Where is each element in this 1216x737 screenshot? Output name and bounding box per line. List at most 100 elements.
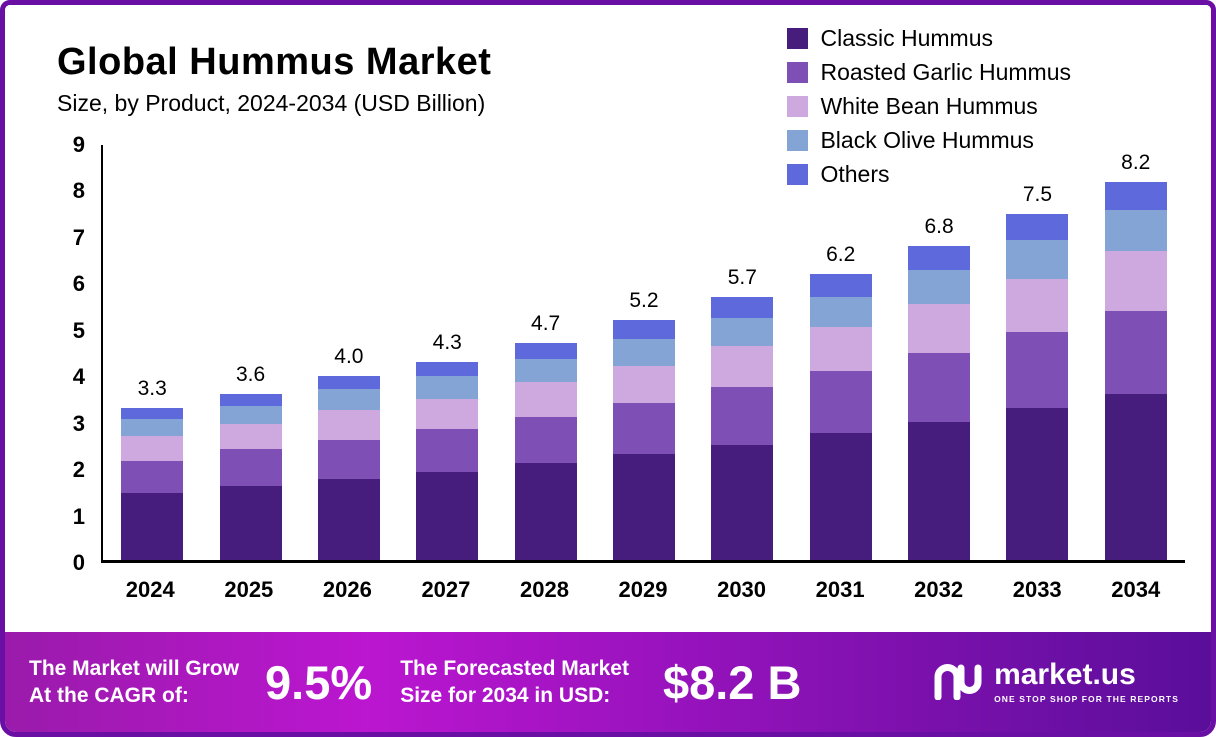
bar-segment bbox=[809, 370, 872, 434]
forecast-value: $8.2 B bbox=[662, 655, 802, 709]
forecast-label-line2: Size for 2034 in USD: bbox=[400, 684, 611, 707]
bar-column: 4.7 bbox=[496, 145, 594, 560]
x-tick-label: 2024 bbox=[125, 577, 175, 602]
bar-total-label: 4.7 bbox=[531, 312, 561, 336]
bar-segment bbox=[1104, 394, 1167, 560]
bar-total-label: 5.7 bbox=[727, 266, 757, 290]
bar-segment bbox=[1006, 214, 1069, 240]
bar-segment bbox=[219, 405, 282, 424]
bar-column: 7.5 bbox=[988, 145, 1086, 560]
legend-item: Roasted Garlic Hummus bbox=[787, 59, 1071, 86]
legend-item: Black Olive Hummus bbox=[787, 127, 1071, 154]
x-tick-label: 2034 bbox=[1111, 577, 1161, 602]
bar-total-label: 5.2 bbox=[629, 289, 659, 313]
legend: Classic Hummus Roasted Garlic Hummus White… bbox=[787, 25, 1071, 188]
bar-segment bbox=[219, 394, 282, 406]
bar-segment bbox=[612, 453, 675, 560]
bar-segment bbox=[416, 428, 479, 473]
stacked-bar bbox=[416, 361, 479, 560]
y-tick-label: 6 bbox=[72, 271, 85, 297]
bar-segment bbox=[809, 433, 872, 560]
cagr-value: 9.5% bbox=[265, 655, 373, 709]
bar-column: 5.7 bbox=[693, 145, 791, 560]
x-tick-label: 2033 bbox=[1012, 577, 1062, 602]
bar-segment bbox=[1104, 209, 1167, 252]
bar-segment bbox=[711, 444, 774, 560]
y-tick-label: 8 bbox=[72, 178, 85, 204]
bar-total-label: 7.5 bbox=[1022, 183, 1053, 207]
cagr-label-line2: At the CAGR of: bbox=[29, 684, 189, 707]
x-tick-label: 2025 bbox=[224, 577, 274, 602]
stacked-bar bbox=[612, 320, 675, 560]
x-tick-label: 2027 bbox=[421, 577, 471, 602]
bar-total-label: 4.3 bbox=[432, 330, 462, 354]
bar-segment bbox=[416, 375, 479, 399]
plot-wrap: 0 1 2 3 4 5 6 7 8 9 3.3 3.6 4.0 4.3 4.7 5.2 5.7 6.2 6.8 7.… bbox=[39, 132, 1185, 625]
bars-row: 3.3 3.6 4.0 4.3 4.7 5.2 5.7 6.2 6.8 7.5 8.2 bbox=[103, 145, 1185, 560]
x-axis-labels: 2024 2025 2026 2027 2028 2029 2030 2031 2032 2033… bbox=[101, 577, 1185, 603]
bar-segment bbox=[612, 403, 675, 454]
cagr-label: The Market will Grow At the CAGR of: bbox=[29, 655, 239, 710]
bar-segment bbox=[121, 493, 184, 560]
stacked-bar bbox=[121, 407, 184, 560]
footer-banner: The Market will Grow At the CAGR of: 9.5… bbox=[5, 632, 1211, 732]
bar-segment bbox=[1104, 251, 1167, 311]
bar-segment bbox=[317, 375, 380, 390]
bar-segment bbox=[317, 479, 380, 560]
bar-column: 8.2 bbox=[1087, 145, 1185, 560]
y-axis: 0 1 2 3 4 5 6 7 8 9 bbox=[39, 132, 95, 575]
bar-segment bbox=[317, 440, 380, 480]
bar-segment bbox=[809, 327, 872, 371]
bar-segment bbox=[219, 449, 282, 487]
x-tick-label: 2031 bbox=[815, 577, 865, 602]
bar-column: 4.0 bbox=[300, 145, 398, 560]
bar-segment bbox=[219, 486, 282, 560]
bar-segment bbox=[711, 387, 774, 445]
x-tick-label: 2029 bbox=[618, 577, 668, 602]
brand-name: market.us bbox=[994, 658, 1136, 691]
bar-total-label: 4.0 bbox=[334, 344, 364, 368]
stacked-bar bbox=[908, 246, 971, 560]
brand-tagline: ONE STOP SHOP FOR THE REPORTS bbox=[994, 694, 1179, 704]
bar-segment bbox=[514, 463, 577, 560]
bar-segment bbox=[908, 421, 971, 560]
bar-segment bbox=[809, 274, 872, 298]
bar-total-label: 3.3 bbox=[137, 376, 167, 400]
stacked-bar bbox=[809, 274, 872, 560]
bar-segment bbox=[612, 366, 675, 404]
stacked-bar bbox=[317, 375, 380, 560]
y-tick-label: 4 bbox=[72, 364, 85, 390]
stacked-bar bbox=[711, 297, 774, 560]
bar-segment bbox=[1006, 278, 1069, 332]
forecast-label-line1: The Forecasted Market bbox=[400, 656, 629, 680]
bar-total-label: 8.2 bbox=[1121, 150, 1151, 174]
bar-segment bbox=[416, 361, 479, 376]
market-us-logo-icon bbox=[932, 660, 984, 705]
x-tick-label: 2028 bbox=[519, 577, 569, 602]
x-tick-label: 2026 bbox=[322, 577, 372, 602]
y-tick-label: 0 bbox=[72, 550, 85, 575]
bar-segment bbox=[1006, 239, 1069, 279]
chart-subtitle: Size, by Product, 2024-2034 (USD Billion… bbox=[57, 90, 486, 116]
legend-swatch-icon bbox=[787, 96, 809, 117]
x-tick-label: 2032 bbox=[914, 577, 964, 602]
bar-segment bbox=[416, 472, 479, 560]
stacked-bar bbox=[219, 394, 282, 560]
bar-segment bbox=[612, 320, 675, 339]
legend-item: Classic Hummus bbox=[787, 25, 1071, 52]
legend-label: Others bbox=[820, 161, 890, 187]
legend-item: White Bean Hummus bbox=[787, 93, 1071, 120]
bar-segment bbox=[908, 269, 971, 305]
legend-swatch-icon bbox=[787, 28, 809, 49]
y-tick-label: 2 bbox=[72, 457, 85, 483]
bar-segment bbox=[809, 297, 872, 328]
x-tick-label: 2030 bbox=[717, 577, 767, 602]
bar-segment bbox=[908, 304, 971, 353]
bar-segment bbox=[711, 317, 774, 346]
bar-segment bbox=[121, 460, 184, 494]
y-tick-label: 9 bbox=[72, 132, 85, 157]
bar-segment bbox=[121, 435, 184, 461]
cagr-label-line1: The Market will Grow bbox=[29, 656, 240, 680]
bar-segment bbox=[416, 398, 479, 429]
